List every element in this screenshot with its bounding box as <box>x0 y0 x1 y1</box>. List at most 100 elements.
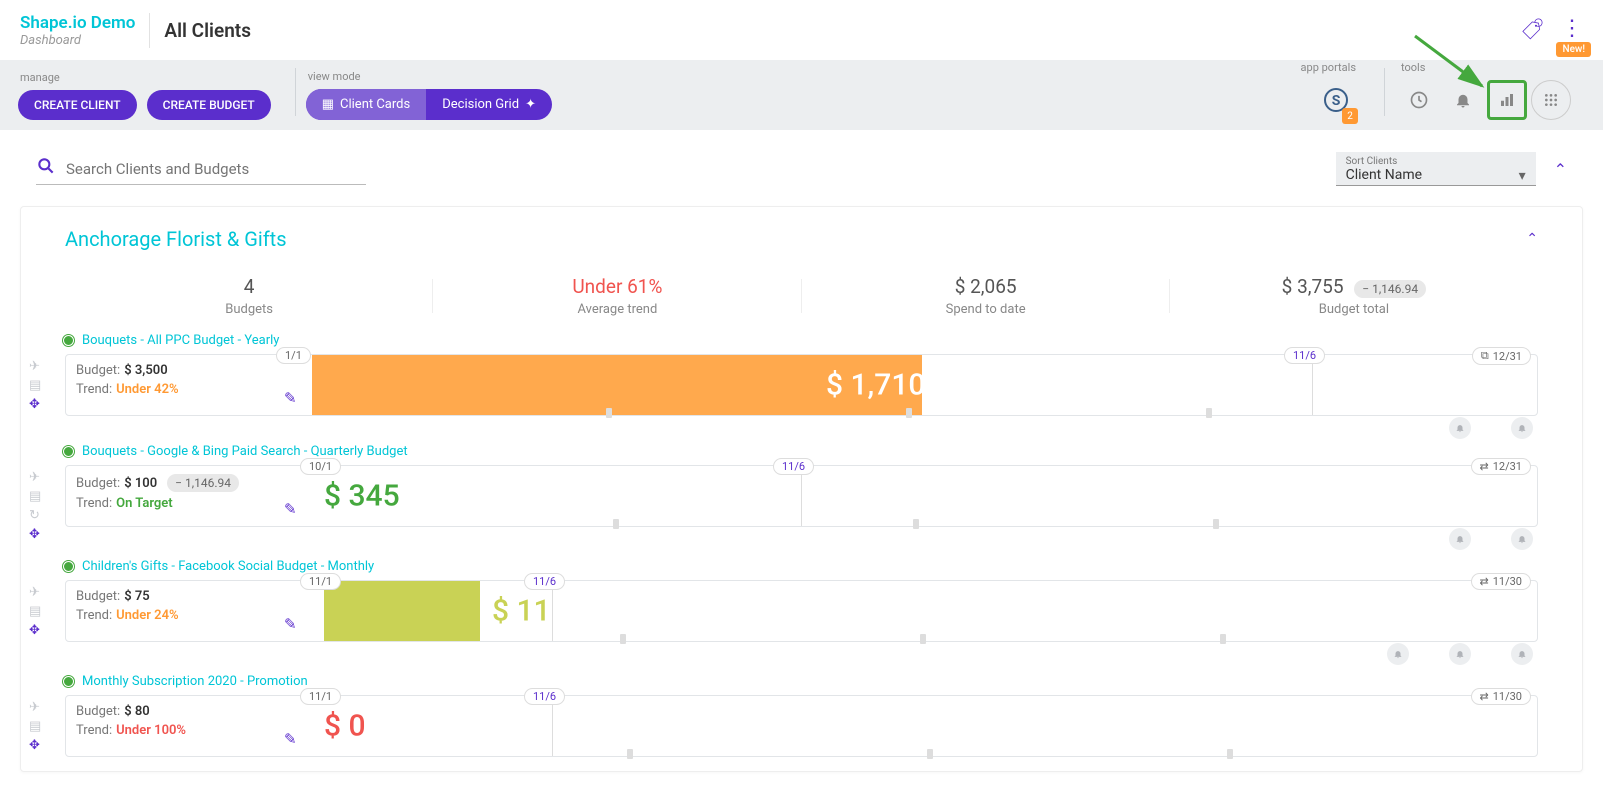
side-icons: ✈ ▤ ↻ ✥ <box>29 470 41 542</box>
tick <box>913 519 919 529</box>
bell-icon[interactable] <box>1511 417 1533 439</box>
stat-value: 4 <box>65 275 433 298</box>
history-icon[interactable] <box>1399 80 1439 120</box>
decision-grid-label: Decision Grid <box>442 97 519 112</box>
new-badge: New! <box>1556 42 1591 57</box>
spend-value: $ 345 <box>324 479 400 514</box>
page-title: All Clients <box>164 19 251 42</box>
stat-budget-total: $ 3,755 − 1,146.94 Budget total <box>1170 275 1538 317</box>
client-cards-label: Client Cards <box>340 97 410 112</box>
client-collapse-icon[interactable]: ⌃ <box>1526 231 1538 247</box>
stat-value: $ 3,755 − 1,146.94 <box>1170 275 1538 298</box>
edit-icon[interactable]: ✎ <box>284 730 297 748</box>
today-chip: 11/6 <box>524 573 565 590</box>
bell-icon[interactable] <box>1449 643 1471 665</box>
status-dot <box>63 676 74 687</box>
tick <box>927 749 933 759</box>
plane-icon[interactable]: ✈ <box>29 359 41 374</box>
create-client-button[interactable]: CREATE CLIENT <box>18 90 137 120</box>
brand-block[interactable]: Shape.io Demo Dashboard <box>20 13 150 48</box>
move-icon[interactable]: ✥ <box>29 527 41 542</box>
tools-group: tools <box>1399 61 1571 120</box>
brand-name: Shape.io Demo <box>20 13 135 33</box>
tick <box>1227 749 1233 759</box>
app-portals-label: app portals <box>1301 61 1356 74</box>
apps-grid-icon[interactable] <box>1531 80 1571 120</box>
more-menu-icon[interactable]: ⋮ <box>1561 16 1583 41</box>
budget-bar[interactable]: Budget: $ 100− 1,146.94 Trend: On Target… <box>65 465 1538 527</box>
car-icon[interactable]: ▤ <box>29 378 41 393</box>
svg-text:S: S <box>1332 93 1341 109</box>
controls-row: Sort Clients Client Name ▾ ⌃ <box>0 130 1603 196</box>
edit-icon[interactable]: ✎ <box>284 389 297 407</box>
create-budget-button[interactable]: CREATE BUDGET <box>147 90 271 120</box>
bell-icon[interactable] <box>1449 417 1471 439</box>
tag-icon[interactable]: 🏷 <box>1520 16 1544 41</box>
cards-icon: ▦ <box>322 97 334 112</box>
end-date-chip: ⇄11/30 <box>1471 573 1532 590</box>
refresh-icon[interactable]: ↻ <box>29 508 41 523</box>
plane-icon[interactable]: ✈ <box>29 585 41 600</box>
bar-info: Budget: $ 75 Trend: Under 24% <box>76 589 179 627</box>
today-chip: 11/6 <box>524 688 565 705</box>
stats-row: 4 Budgets Under 61% Average trend $ 2,06… <box>65 275 1538 317</box>
analytics-icon[interactable] <box>1487 80 1527 120</box>
move-icon[interactable]: ✥ <box>29 738 41 753</box>
budget-title-row: Children's Gifts - Facebook Social Budge… <box>63 559 1538 574</box>
budget-bar[interactable]: Budget: $ 80 Trend: Under 100% ✎ 11/1 11… <box>65 695 1538 757</box>
bell-icon[interactable] <box>1511 528 1533 550</box>
budget-title[interactable]: Bouquets - Google & Bing Paid Search - Q… <box>82 444 408 459</box>
bell-icon[interactable] <box>1511 643 1533 665</box>
edit-icon[interactable]: ✎ <box>284 500 297 518</box>
budget-bar[interactable]: Budget: $ 3,500 Trend: Under 42% ✎ 1/1 1… <box>65 354 1538 416</box>
budget-title[interactable]: Monthly Subscription 2020 - Promotion <box>82 674 308 689</box>
sort-select[interactable]: Sort Clients Client Name ▾ <box>1336 152 1536 186</box>
bar-info: Budget: $ 3,500 Trend: Under 42% <box>76 363 179 401</box>
car-icon[interactable]: ▤ <box>29 489 41 504</box>
tick <box>620 634 626 644</box>
budget-bar[interactable]: Budget: $ 75 Trend: Under 24% ✎ 11/1 11/… <box>65 580 1538 642</box>
tick <box>906 408 912 418</box>
chevron-down-icon: ▾ <box>1519 168 1526 184</box>
car-icon[interactable]: ▤ <box>29 604 41 619</box>
sort-label: Sort Clients <box>1346 156 1526 167</box>
budget-title[interactable]: Children's Gifts - Facebook Social Budge… <box>82 559 374 574</box>
spend-value: $ 11 <box>492 594 551 629</box>
edit-icon[interactable]: ✎ <box>284 615 297 633</box>
bar-info: Budget: $ 100− 1,146.94 Trend: On Target <box>76 474 239 515</box>
fill-bar <box>324 581 480 641</box>
stat-avg-trend: Under 61% Average trend <box>433 275 801 317</box>
budget-block: ✈ ▤ ↻ ✥ Bouquets - Google & Bing Paid Se… <box>65 444 1538 527</box>
search-wrap[interactable] <box>36 154 366 185</box>
spend-value: $ 1,710 <box>826 368 925 403</box>
tick <box>1213 519 1219 529</box>
toolbar-right: app portals S 2 tools <box>1299 61 1585 120</box>
bell-icon[interactable] <box>1387 643 1409 665</box>
collapse-all-icon[interactable]: ⌃ <box>1554 160 1567 179</box>
bell-icon[interactable] <box>1449 528 1471 550</box>
side-icons: ✈ ▤ ✥ <box>29 359 41 412</box>
top-header: Shape.io Demo Dashboard All Clients 🏷 ⋮ … <box>0 0 1603 60</box>
search-input[interactable] <box>66 154 366 184</box>
tick <box>1206 408 1212 418</box>
budget-block: ✈ ▤ ✥ Bouquets - All PPC Budget - Yearly… <box>65 333 1538 416</box>
app-portal-icon[interactable]: S 2 <box>1316 80 1356 120</box>
spend-value: $ 0 <box>324 709 366 744</box>
stat-label: Spend to date <box>802 302 1170 317</box>
decision-grid-tab[interactable]: Decision Grid ✦ <box>426 89 552 120</box>
move-icon[interactable]: ✥ <box>29 397 41 412</box>
tick <box>920 634 926 644</box>
repeat-icon: ⇄ <box>1480 575 1489 588</box>
car-icon[interactable]: ▤ <box>29 719 41 734</box>
plane-icon[interactable]: ✈ <box>29 700 41 715</box>
end-date-chip: ⇄12/31 <box>1471 458 1532 475</box>
budget-title-row: Bouquets - All PPC Budget - Yearly <box>63 333 1538 348</box>
plane-icon[interactable]: ✈ <box>29 470 41 485</box>
search-icon <box>36 156 56 181</box>
move-icon[interactable]: ✥ <box>29 623 41 638</box>
end-date-chip: ⇄11/30 <box>1471 688 1532 705</box>
client-name[interactable]: Anchorage Florist & Gifts <box>65 227 287 251</box>
budget-title[interactable]: Bouquets - All PPC Budget - Yearly <box>82 333 279 348</box>
client-cards-tab[interactable]: ▦ Client Cards <box>306 89 427 120</box>
notifications-icon[interactable] <box>1443 80 1483 120</box>
